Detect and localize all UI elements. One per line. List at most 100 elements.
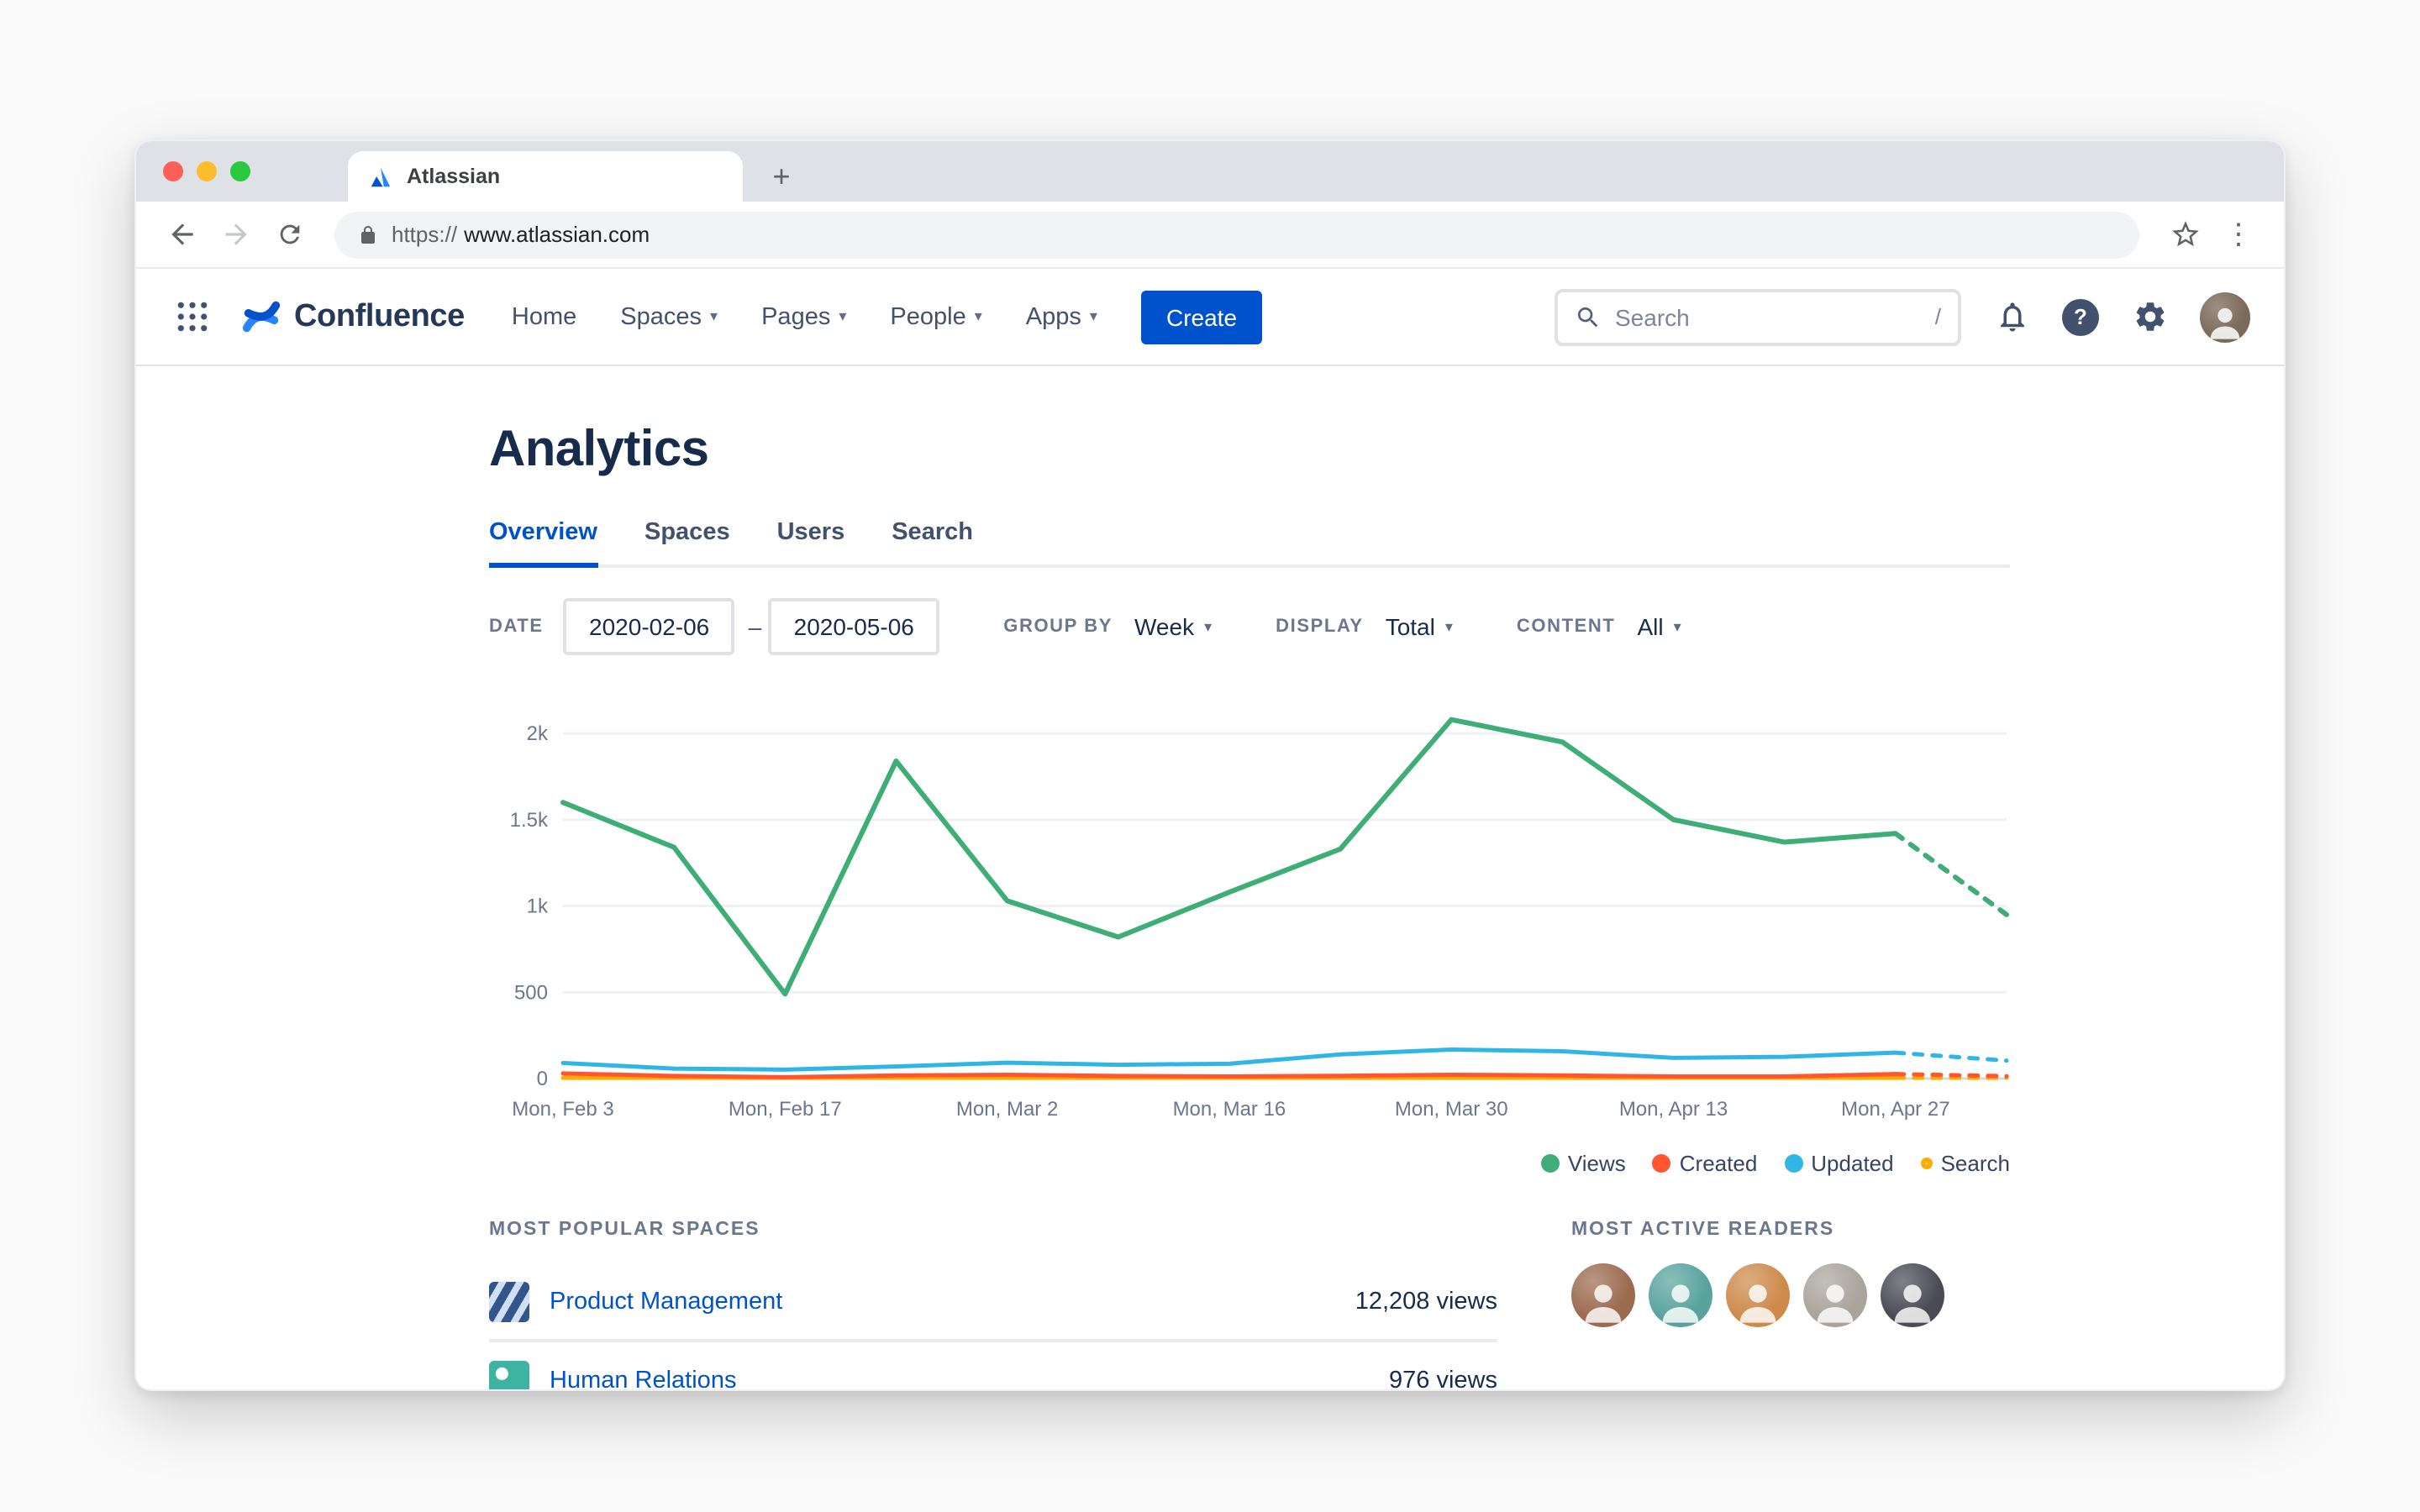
window-controls — [136, 141, 274, 202]
content-label: CONTENT — [1516, 617, 1616, 637]
space-row: Product Management 12,208 views — [489, 1263, 1497, 1342]
date-to-input[interactable] — [768, 598, 940, 655]
tab-spaces[interactable]: Spaces — [644, 519, 730, 546]
svg-text:Mon, Feb 17: Mon, Feb 17 — [729, 1098, 842, 1121]
date-from-input[interactable] — [563, 598, 735, 655]
app-switcher-icon[interactable] — [170, 295, 213, 339]
bookmark-star-icon[interactable] — [2163, 213, 2207, 256]
space-views: 976 views — [1389, 1367, 1497, 1391]
chevron-down-icon: ▾ — [1089, 307, 1097, 324]
popular-spaces-list: Product Management 12,208 views Human Re… — [489, 1263, 1497, 1391]
analytics-page: Analytics Overview Spaces Users Search D… — [136, 366, 2284, 1391]
analytics-line-chart: 0 500 1k 1.5k 2k Mon, Feb 3 Mon, Feb 17 Mon, Ma… — [510, 717, 2009, 1121]
svg-text:Mon, Feb 3: Mon, Feb 3 — [512, 1098, 613, 1121]
primary-nav: Home Spaces ▾ Pages ▾ People ▾ Apps ▾ — [512, 303, 1097, 330]
nav-spaces[interactable]: Spaces ▾ — [620, 303, 718, 330]
search-shortcut-hint: / — [1934, 304, 1941, 329]
confluence-logo-icon — [240, 296, 282, 338]
popular-spaces-section: MOST POPULAR SPACES Product Management 1… — [489, 1220, 1497, 1391]
chart-legend: Views Created Updated Search — [489, 1151, 2010, 1176]
legend-updated[interactable]: Updated — [1784, 1151, 1894, 1176]
minimize-window-button[interactable] — [197, 161, 217, 181]
space-link-product-management[interactable]: Product Management — [550, 1288, 783, 1315]
back-icon[interactable] — [160, 213, 203, 256]
close-window-button[interactable] — [163, 161, 183, 181]
updated-marker-icon — [1784, 1154, 1803, 1173]
tab-overview[interactable]: Overview — [489, 519, 597, 568]
search-icon — [1575, 303, 1602, 330]
page-title: Analytics — [489, 422, 709, 477]
analytics-tabs: Overview Spaces Users Search — [489, 519, 2010, 568]
new-tab-button[interactable]: + — [772, 159, 791, 192]
active-readers-avatars — [1571, 1263, 2010, 1327]
svg-text:0: 0 — [537, 1068, 548, 1090]
date-label: DATE — [489, 617, 544, 637]
space-row: Human Relations 976 views — [489, 1342, 1497, 1391]
display-label: DISPLAY — [1276, 617, 1364, 637]
browser-window: Atlassian + https://www.atlassian.com — [134, 139, 2286, 1391]
nav-pages[interactable]: Pages ▾ — [761, 303, 847, 330]
browser-toolbar: https://www.atlassian.com ⋮ — [136, 202, 2284, 269]
user-avatar[interactable] — [2200, 291, 2250, 342]
chevron-down-icon: ▾ — [974, 307, 982, 324]
confluence-brand[interactable]: Confluence — [240, 296, 465, 338]
search-marker-icon — [1920, 1158, 1933, 1169]
date-separator: – — [748, 613, 762, 640]
legend-search[interactable]: Search — [1920, 1151, 2010, 1176]
create-button[interactable]: Create — [1140, 290, 1263, 344]
chevron-down-icon: ▾ — [1444, 617, 1453, 634]
browser-menu-icon[interactable]: ⋮ — [2224, 218, 2253, 249]
reload-icon[interactable] — [267, 213, 311, 256]
legend-views[interactable]: Views — [1540, 1151, 1626, 1176]
chevron-down-icon: ▾ — [839, 307, 847, 324]
filter-bar: DATE – GROUP BY Week▾ DISPLAY Total▾ CON… — [489, 598, 2010, 655]
atlassian-favicon-icon — [368, 164, 393, 189]
popular-spaces-heading: MOST POPULAR SPACES — [489, 1220, 760, 1240]
tab-search[interactable]: Search — [892, 519, 973, 546]
svg-text:Mon, Apr 13: Mon, Apr 13 — [1619, 1098, 1728, 1121]
url-text: https://www.atlassian.com — [392, 222, 650, 247]
legend-created[interactable]: Created — [1652, 1151, 1757, 1176]
space-icon-product-management — [489, 1281, 529, 1321]
svg-text:Mon, Mar 16: Mon, Mar 16 — [1173, 1098, 1286, 1121]
chevron-down-icon: ▾ — [710, 307, 718, 324]
active-readers-section: MOST ACTIVE READERS — [1571, 1220, 2010, 1389]
confluence-app-bar: Confluence Home Spaces ▾ Pages ▾ People ▾ A… — [136, 269, 2284, 366]
global-search[interactable]: / — [1555, 288, 1961, 345]
space-link-human-relations[interactable]: Human Relations — [550, 1367, 737, 1391]
nav-home[interactable]: Home — [511, 303, 577, 330]
svg-text:2k: 2k — [527, 722, 549, 745]
tab-users[interactable]: Users — [776, 519, 845, 546]
nav-apps[interactable]: Apps ▾ — [1025, 303, 1097, 330]
reader-avatar[interactable] — [1571, 1263, 1635, 1327]
reader-avatar[interactable] — [1881, 1263, 1944, 1327]
browser-tab-strip: Atlassian + — [136, 141, 2284, 202]
chevron-down-icon: ▾ — [1673, 617, 1681, 634]
space-views: 12,208 views — [1355, 1288, 1497, 1315]
active-readers-heading: MOST ACTIVE READERS — [1571, 1220, 1835, 1240]
created-marker-icon — [1652, 1154, 1671, 1173]
reader-avatar[interactable] — [1803, 1263, 1867, 1327]
zoom-window-button[interactable] — [230, 161, 250, 181]
settings-gear-icon[interactable] — [2128, 295, 2171, 339]
svg-text:Mon, Mar 2: Mon, Mar 2 — [956, 1098, 1058, 1121]
group-by-label: GROUP BY — [1003, 617, 1113, 637]
brand-name: Confluence — [294, 298, 465, 333]
group-by-dropdown[interactable]: Week ▾ — [1134, 613, 1213, 640]
display-dropdown[interactable]: Total ▾ — [1385, 613, 1453, 640]
content-dropdown[interactable]: All ▾ — [1637, 613, 1681, 640]
svg-text:1k: 1k — [527, 895, 549, 918]
search-input[interactable] — [1615, 303, 1922, 330]
padlock-icon — [358, 224, 378, 244]
reader-avatar[interactable] — [1649, 1263, 1712, 1327]
forward-icon[interactable] — [213, 213, 257, 256]
address-bar[interactable]: https://www.atlassian.com — [334, 211, 2139, 258]
notifications-bell-icon[interactable] — [1990, 295, 2033, 339]
tab-title: Atlassian — [407, 165, 501, 188]
browser-tab-atlassian[interactable]: Atlassian — [348, 151, 743, 202]
reader-avatar[interactable] — [1726, 1263, 1790, 1327]
nav-people[interactable]: People ▾ — [890, 303, 982, 330]
help-icon[interactable]: ? — [2062, 298, 2099, 335]
svg-text:1.5k: 1.5k — [510, 809, 549, 832]
